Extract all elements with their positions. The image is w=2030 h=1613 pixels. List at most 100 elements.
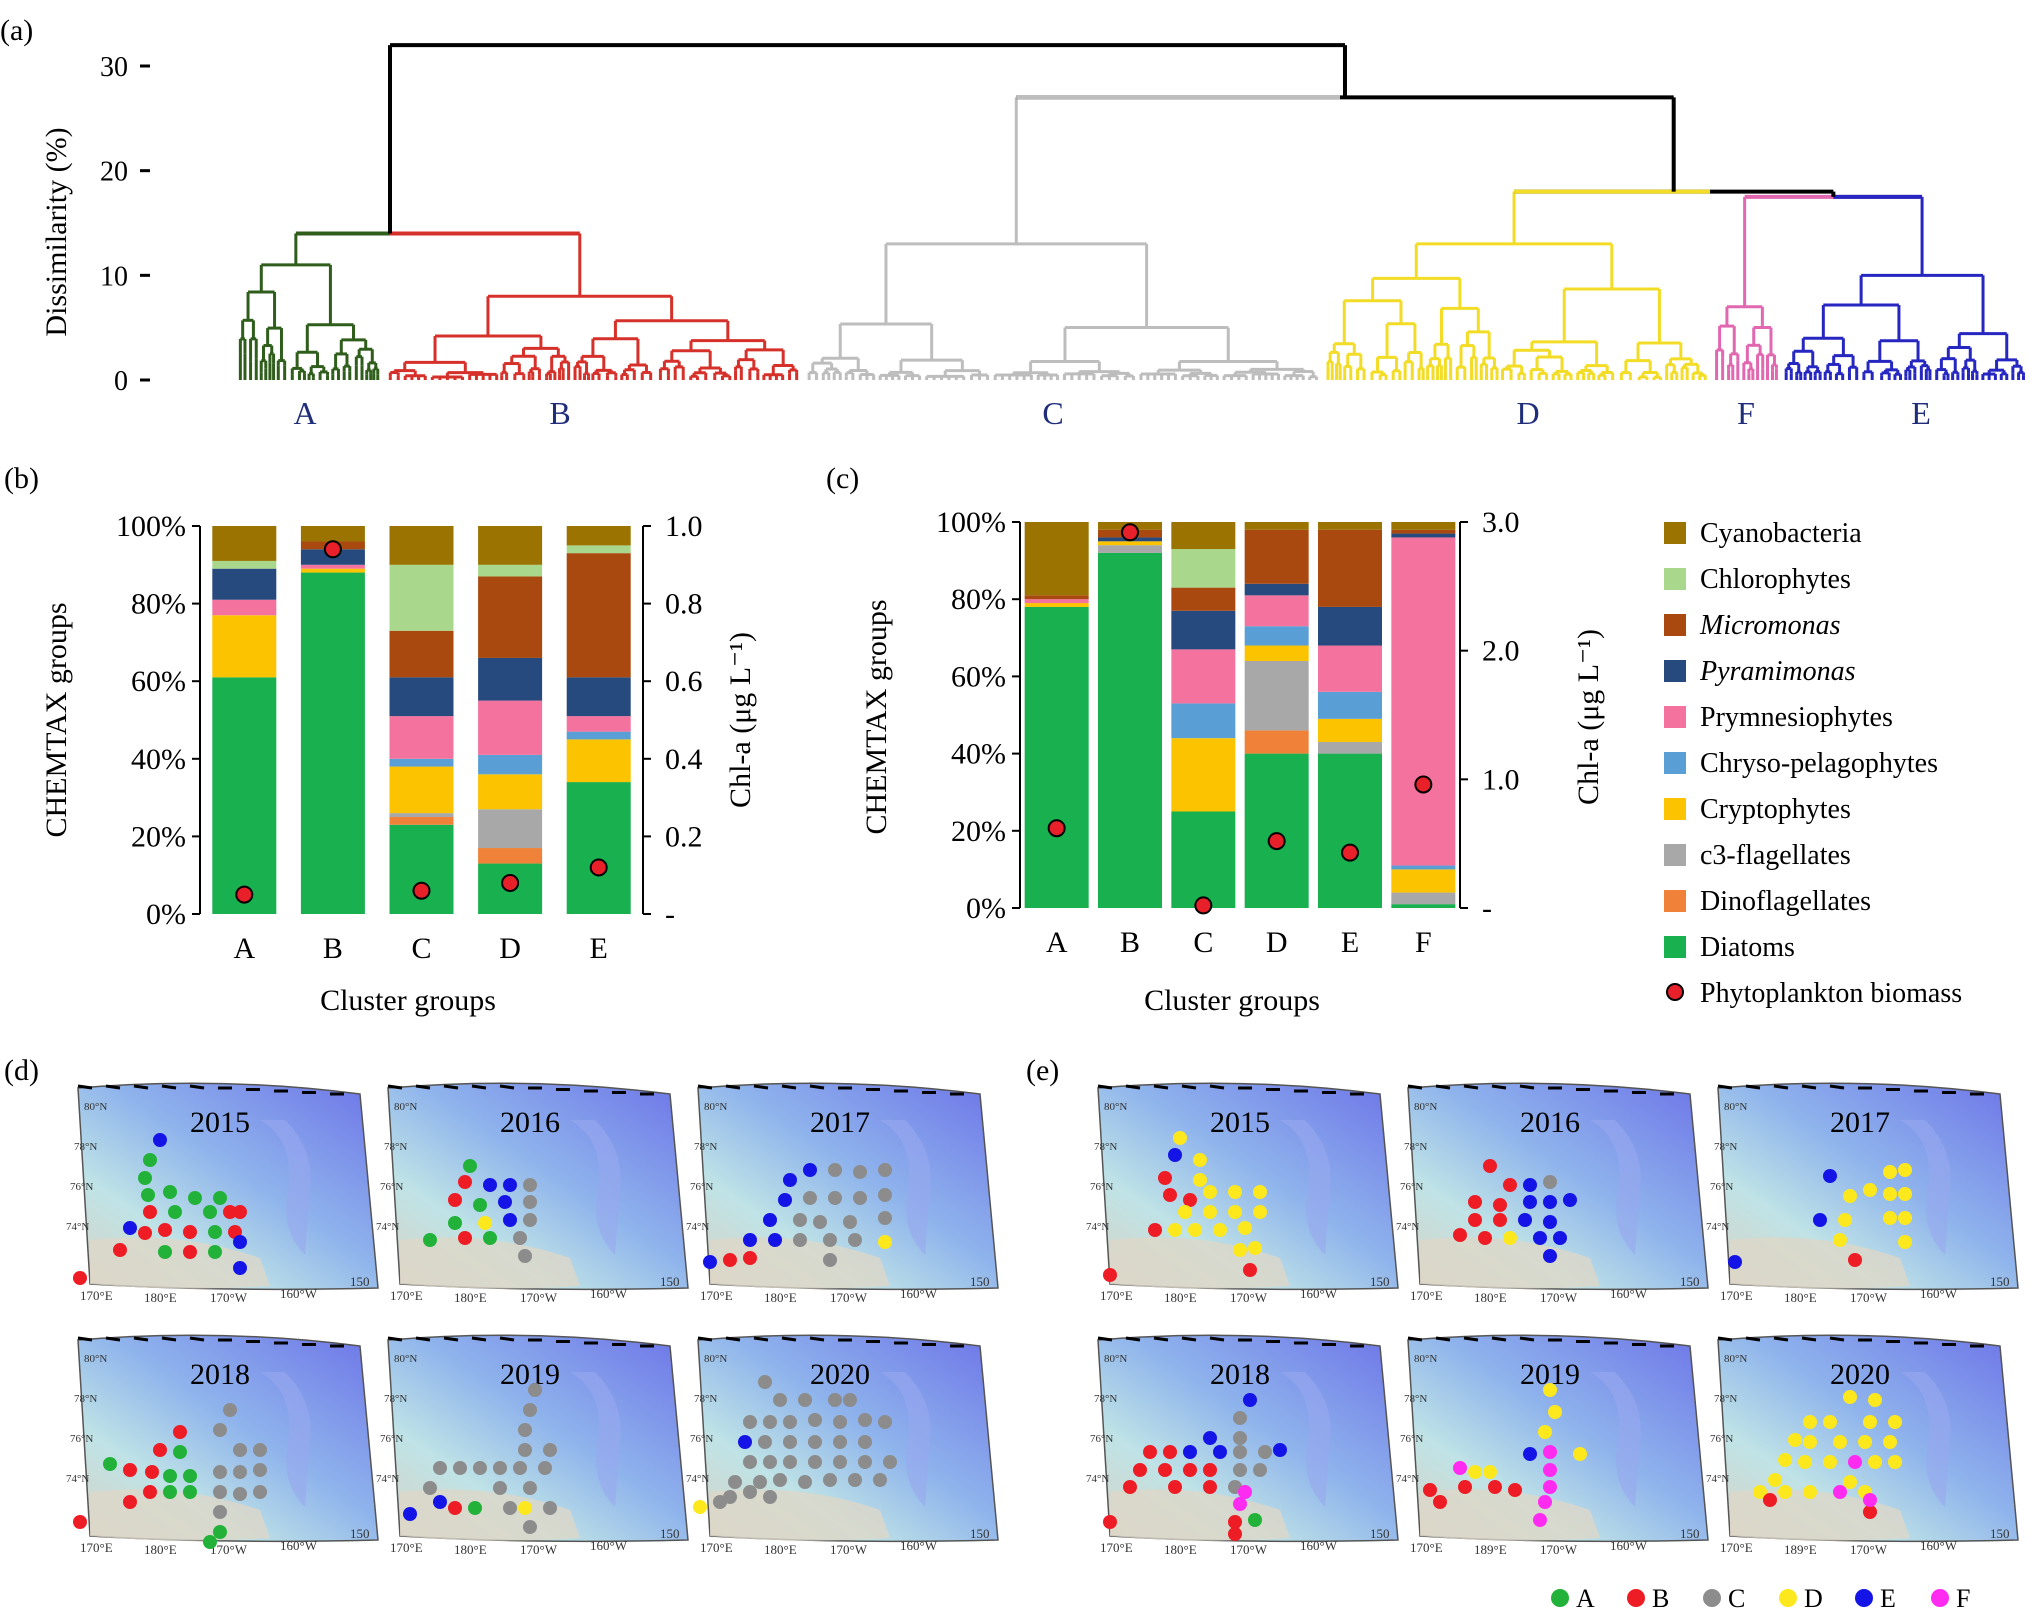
station-dot-D — [693, 1500, 707, 1514]
map-lon-label: 170°W — [520, 1542, 558, 1557]
station-dot-A — [163, 1469, 177, 1483]
bar-segment-c3-flagellates-B — [1098, 545, 1162, 553]
station-dot-D — [1823, 1455, 1837, 1469]
map-lat-label: 74°N — [1086, 1221, 1109, 1233]
map-lat-label: 74°N — [66, 1221, 89, 1233]
bar-segment-chlorophytes-D — [478, 564, 543, 577]
station-dot-B — [1503, 1178, 1517, 1192]
station-dot-C — [758, 1435, 772, 1449]
station-dot-C — [213, 1423, 227, 1437]
bar-segment-chryso-pelagophytes-D — [1244, 626, 1309, 646]
map-border-dash — [161, 1336, 177, 1342]
map-border-dash — [471, 1084, 487, 1090]
station-map-2015: 80°N 78°N 76°N 74°N 170°E 180°E 170°W 160°W 150 2… — [1086, 1082, 1399, 1305]
bar-segment-cyanobacteria-A — [1024, 522, 1089, 596]
bar-segment-diatoms-E — [1318, 753, 1382, 908]
legend-label-pyramimonas: Pyramimonas — [1699, 656, 1856, 687]
map-border-dash — [1407, 1084, 1423, 1090]
station-dot-C — [518, 1423, 532, 1437]
station-map-2020: 80°N 78°N 76°N 74°N 170°E 189°E 170°W 160°W 150 2… — [1706, 1334, 2019, 1557]
map-land — [90, 1237, 270, 1289]
station-dot-D — [1483, 1465, 1497, 1479]
station-dot-C — [538, 1461, 552, 1475]
panel-label-a: (a) — [0, 14, 33, 47]
map-shelf — [570, 1372, 621, 1507]
legend-swatch-cyanobacteria — [1664, 522, 1686, 544]
map-lat-label: 74°N — [376, 1221, 399, 1233]
biomass-marker-E — [589, 858, 608, 877]
station-dot-A — [208, 1225, 222, 1239]
station-dot-B — [143, 1205, 157, 1219]
station-dot-B — [138, 1226, 152, 1240]
station-dot-C — [763, 1455, 777, 1469]
station-dot-E — [503, 1213, 517, 1227]
bar-segment-cyanobacteria-F — [1391, 522, 1456, 530]
station-dot-B — [233, 1205, 247, 1219]
station-dot-C — [213, 1465, 227, 1479]
legend-biomass-marker — [1666, 983, 1684, 1001]
map-border-dash — [1463, 1336, 1479, 1342]
station-dot-E — [1823, 1169, 1837, 1183]
x-tick-label: C — [1193, 926, 1213, 959]
station-dot-A — [163, 1185, 177, 1199]
map-lat-label: 76°N — [1090, 1433, 1113, 1445]
map-lon-label: 170°E — [80, 1288, 113, 1303]
dot-legend-label-A: A — [1576, 1584, 1595, 1613]
station-dot-B — [183, 1225, 197, 1239]
station-dot-E — [498, 1195, 512, 1209]
map-lon-label: 170°E — [1100, 1288, 1133, 1303]
bar-segment-prymnesiophytes-D — [1244, 595, 1309, 627]
station-dot-E — [1273, 1443, 1287, 1457]
station-dot-E — [1213, 1445, 1227, 1459]
station-dot-D — [1858, 1435, 1872, 1449]
station-dot-E — [763, 1213, 777, 1227]
station-dot-C — [523, 1195, 537, 1209]
y-tick-label: 0% — [966, 892, 1006, 925]
legend-label-c3-flagellates: c3-flagellates — [1700, 840, 1851, 871]
map-border-dash — [1829, 1336, 1845, 1342]
station-dot-C — [743, 1485, 757, 1499]
station-dot-B — [143, 1485, 157, 1499]
station-dot-E — [1523, 1178, 1537, 1192]
station-dot-D — [1883, 1187, 1897, 1201]
map-lat-label: 76°N — [380, 1181, 403, 1193]
map-border-dash — [443, 1336, 459, 1342]
station-dot-C — [523, 1403, 537, 1417]
map-lon-label: 170°W — [830, 1290, 868, 1305]
map-border-dash — [1773, 1336, 1789, 1342]
dot-legend-marker-D — [1779, 1589, 1797, 1607]
bar-segment-cyanobacteria-C — [389, 526, 454, 565]
station-dot-E — [768, 1233, 782, 1247]
y-tick-label: 60% — [131, 665, 186, 698]
map-border-dash — [1153, 1084, 1169, 1090]
map-land — [710, 1489, 890, 1541]
station-dot-E — [1553, 1231, 1567, 1245]
station-dot-B — [1458, 1480, 1472, 1494]
map-lat-label: 78°N — [1094, 1393, 1117, 1405]
y2-tick-label: 0.8 — [665, 588, 703, 621]
map-lon-label: 180°E — [1474, 1290, 1507, 1305]
station-dot-C — [843, 1393, 857, 1407]
bar-segment-prymnesiophytes-A — [1024, 599, 1089, 604]
station-dot-D — [1538, 1425, 1552, 1439]
station-dot-D — [1203, 1205, 1217, 1219]
map-border-dash — [1745, 1336, 1761, 1342]
map-lon-label: 170°E — [390, 1540, 423, 1555]
bar-segment-chryso-pelagophytes-E — [566, 731, 631, 740]
station-dot-B — [1168, 1480, 1182, 1494]
map-lat-label: 74°N — [1706, 1221, 1729, 1233]
station-dot-B — [1163, 1188, 1177, 1202]
map-border-dash — [133, 1084, 149, 1090]
y2-tick-label: 1.0 — [665, 510, 703, 543]
map-lon-label: 150 — [660, 1526, 680, 1541]
y2-tick-label: - — [1482, 892, 1492, 925]
map-year-label: 2016 — [500, 1106, 560, 1139]
station-dot-C — [528, 1383, 542, 1397]
map-lon-label: 150 — [1370, 1526, 1390, 1541]
station-dot-E — [703, 1255, 717, 1269]
station-dot-C — [473, 1461, 487, 1475]
map-border-dash — [77, 1084, 93, 1090]
bar-segment-chlorophytes-E — [566, 545, 631, 554]
bar-segment-c3-flagellates-F — [1391, 892, 1456, 905]
